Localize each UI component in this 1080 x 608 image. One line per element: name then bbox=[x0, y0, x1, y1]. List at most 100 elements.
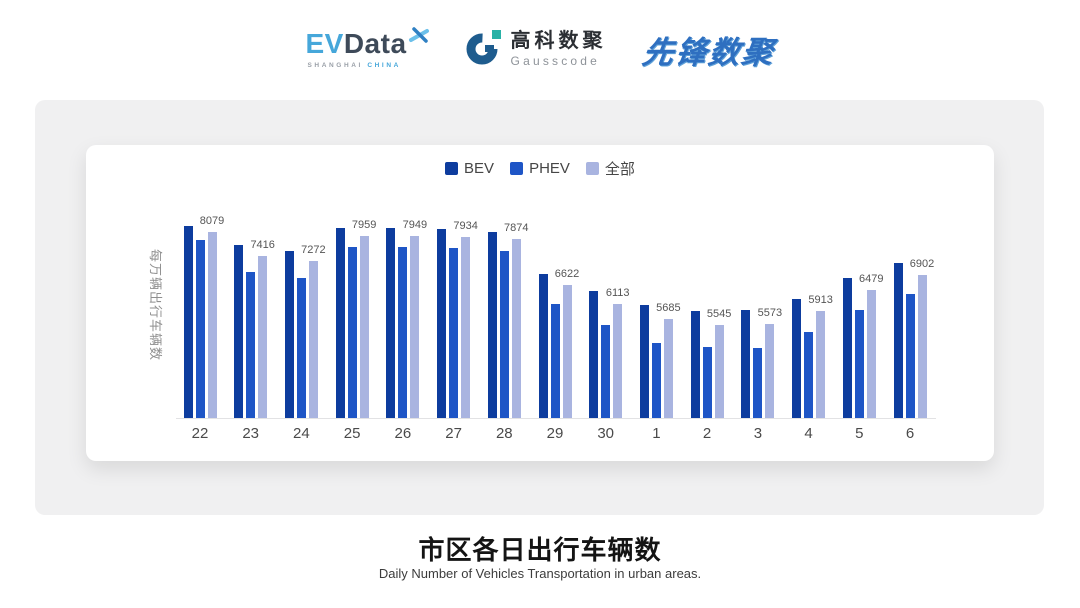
bar-bev bbox=[437, 229, 447, 418]
bar-bev bbox=[335, 228, 345, 418]
x-tick-label: 5 bbox=[855, 425, 864, 442]
x-tick-label: 26 bbox=[394, 425, 412, 442]
chart-panel: BEV PHEV 全部 每万辆出行车辆数 8079 2 2 7 4 1 6 23 7272 24 7… bbox=[35, 100, 1044, 515]
legend-label-all: 全部 bbox=[604, 161, 635, 178]
legend-label-phev: PHEV bbox=[529, 160, 570, 177]
bar-value-label: 6902 bbox=[909, 257, 935, 270]
bar-value-label: 7949 bbox=[402, 219, 428, 232]
bar-value-label: 8079 bbox=[199, 214, 225, 227]
chart-card: BEV PHEV 全部 每万辆出行车辆数 8079 2 2 7 4 1 6 23 7272 24 7… bbox=[86, 145, 994, 461]
bar-phev bbox=[651, 343, 661, 418]
evdata-logo-subtext: SHANGHAI CHINA bbox=[307, 62, 400, 69]
bar-phev bbox=[601, 324, 611, 418]
bar-phev bbox=[550, 304, 560, 418]
bar-all bbox=[308, 261, 318, 418]
bar-bev bbox=[842, 278, 852, 418]
bar-bev bbox=[284, 250, 294, 418]
bar-all bbox=[359, 235, 369, 418]
bar-phev bbox=[499, 250, 509, 418]
x-tick-label: 27 bbox=[445, 425, 462, 442]
x-tick-label: 4 bbox=[804, 425, 813, 442]
x-tick-label: 25 bbox=[343, 425, 361, 442]
evdata-shanghai-text: SHANGHAI bbox=[307, 61, 363, 69]
bar-phev bbox=[804, 332, 814, 418]
bar-bev bbox=[690, 311, 700, 418]
bar-all bbox=[410, 236, 420, 418]
bar-phev bbox=[905, 293, 915, 418]
bar-value-label: 6622 bbox=[554, 268, 580, 280]
bar-phev bbox=[246, 271, 256, 418]
bar-value-label: 5685 bbox=[656, 302, 681, 315]
bar-value-label: 7272 bbox=[301, 244, 326, 257]
bar-phev bbox=[296, 278, 306, 418]
bar-value-label: 7874 bbox=[504, 222, 529, 234]
bar-value-label: 6113 bbox=[605, 286, 630, 299]
x-tick-label: 2 bbox=[702, 425, 712, 442]
bar-value-label: 5573 bbox=[757, 306, 783, 319]
x-tick-label: 30 bbox=[597, 425, 615, 442]
bar-bev bbox=[893, 262, 903, 418]
bar-all bbox=[207, 231, 217, 418]
x-axis-line bbox=[176, 418, 936, 419]
bar-all bbox=[258, 255, 268, 418]
bar-bev bbox=[741, 310, 751, 418]
bar-bev bbox=[183, 225, 193, 418]
y-axis-title: 每万辆出行车辆数 bbox=[148, 248, 163, 361]
header-logos: EV Data SHANGHAI CHINA 高科数聚 Gausscode bbox=[0, 16, 1080, 82]
x-tick-label: 1 bbox=[652, 425, 661, 442]
x-tick-label: 3 bbox=[753, 425, 763, 442]
bar-phev bbox=[347, 246, 357, 418]
bar-phev bbox=[854, 310, 864, 418]
gausscode-en-text: Gausscode bbox=[510, 54, 601, 68]
bar-phev bbox=[195, 239, 205, 418]
bar-all bbox=[613, 303, 623, 418]
bar-value-label: 5545 bbox=[706, 307, 732, 320]
bar-phev bbox=[449, 248, 459, 418]
chart-title: 市区各日出行车辆数 bbox=[418, 535, 662, 565]
bar-all bbox=[714, 324, 724, 418]
bar-bev bbox=[386, 228, 396, 418]
gausscode-logo: 高科数聚 Gausscode bbox=[466, 28, 607, 71]
bar-bev bbox=[487, 231, 497, 418]
bar-all bbox=[816, 311, 826, 418]
bar-bev bbox=[234, 245, 244, 418]
bar-all bbox=[866, 290, 876, 418]
chart-legend: BEV PHEV 全部 bbox=[86, 158, 994, 179]
xianfeng-logo: 先锋数聚 bbox=[639, 34, 777, 70]
x-tick-label: 24 bbox=[293, 425, 310, 442]
chart-subtitle: Daily Number of Vehicles Transportation … bbox=[378, 566, 702, 581]
bar-all bbox=[663, 319, 673, 418]
bar-phev bbox=[398, 247, 408, 418]
bar-bev bbox=[639, 305, 649, 418]
x-tick-label: 6 bbox=[905, 425, 915, 442]
bar-bev bbox=[538, 273, 548, 418]
evdata-china-text: CHINA bbox=[367, 61, 401, 69]
evdata-logo-data-text: Data bbox=[343, 27, 407, 59]
bar-all bbox=[562, 285, 572, 418]
bar-all bbox=[461, 236, 471, 418]
bar-value-label: 6479 bbox=[859, 273, 884, 286]
gausscode-cn-text: 高科数聚 bbox=[510, 30, 607, 52]
bar-all bbox=[511, 239, 521, 418]
legend-swatch-phev-icon bbox=[510, 162, 524, 175]
legend-item-all[interactable]: 全部 bbox=[585, 158, 635, 179]
legend-label-bev: BEV bbox=[464, 160, 495, 177]
evdata-logo-ev-text: EV bbox=[305, 27, 344, 59]
bar-value-label: 5913 bbox=[808, 294, 833, 306]
legend-item-bev[interactable]: BEV bbox=[445, 160, 494, 177]
bar-plot-area: 8079 22 7416 23 7272 24 7959 25 7949 26 7934 27 7874… bbox=[176, 214, 936, 442]
x-tick-label: 23 bbox=[242, 425, 260, 442]
bar-value-label: 7416 bbox=[250, 238, 275, 251]
legend-swatch-bev-icon bbox=[445, 162, 459, 175]
bar-value-label: 7959 bbox=[351, 218, 377, 231]
bar-value-label: 7934 bbox=[453, 219, 478, 232]
bar-bev bbox=[792, 299, 802, 418]
bar-phev bbox=[753, 347, 763, 418]
bar-phev bbox=[702, 346, 712, 418]
x-tick-label: 28 bbox=[495, 425, 513, 442]
bar-bev bbox=[589, 291, 599, 418]
legend-swatch-all-icon bbox=[585, 162, 599, 175]
legend-item-phev[interactable]: PHEV bbox=[510, 160, 570, 177]
bar-all bbox=[917, 274, 927, 418]
gausscode-g-icon bbox=[466, 28, 502, 71]
